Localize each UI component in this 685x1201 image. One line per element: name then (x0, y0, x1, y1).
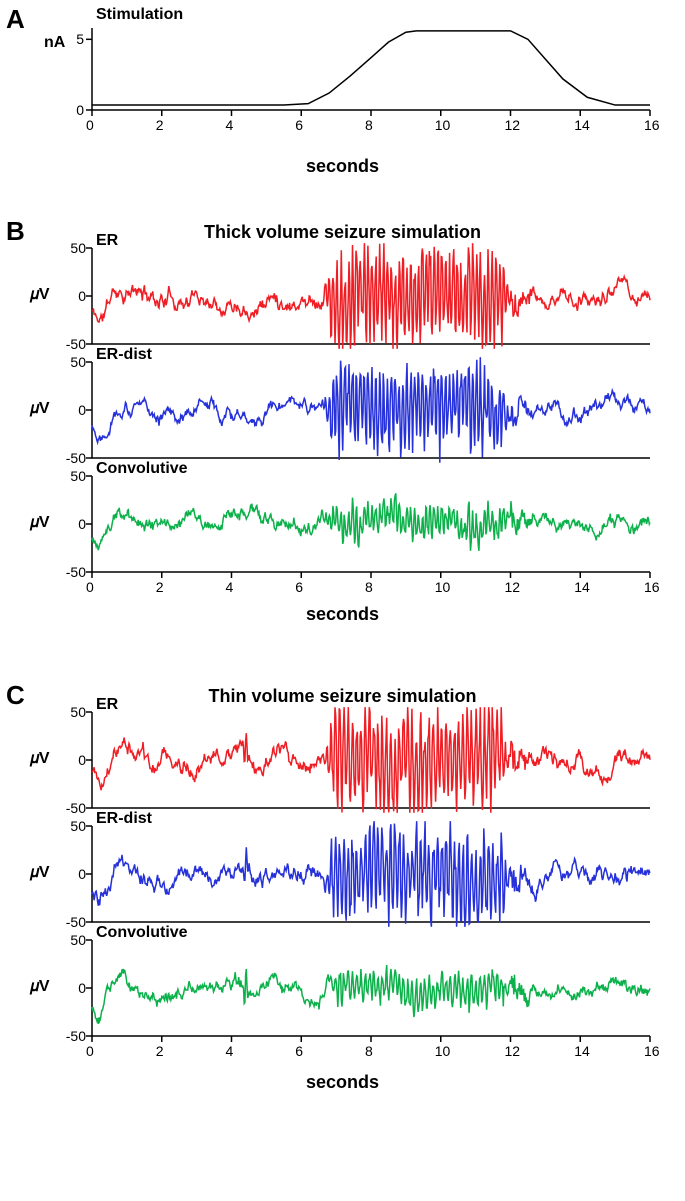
ytick-label: 50 (70, 241, 86, 255)
trace-label: ER-dist (96, 346, 152, 364)
panel-a-xtick: 2 (156, 118, 164, 132)
panel-a-xtick: 4 (226, 118, 234, 132)
multi-trace-plot (0, 0, 685, 1201)
xtick-label: 2 (156, 580, 164, 594)
panel-a-xtick: 14 (574, 118, 590, 132)
y-unit-label: 𝜇V (30, 514, 50, 532)
y-unit-label: 𝜇V (30, 286, 50, 304)
xtick-label: 10 (435, 1044, 451, 1058)
ytick-label: 50 (70, 705, 86, 719)
ytick-label: 0 (78, 403, 86, 417)
y-unit-label: 𝜇V (30, 978, 50, 996)
ytick-label: 0 (78, 981, 86, 995)
trace-label: ER (96, 696, 118, 714)
xtick-label: 8 (365, 1044, 373, 1058)
xtick-label: 2 (156, 1044, 164, 1058)
ytick-label: 0 (78, 753, 86, 767)
panel-c-xunit: seconds (0, 1072, 685, 1093)
trace-label: ER-dist (96, 810, 152, 828)
ytick-label: -50 (66, 337, 86, 351)
y-unit-label: 𝜇V (30, 864, 50, 882)
panel-a-xtick: 0 (86, 118, 94, 132)
xtick-label: 14 (574, 1044, 590, 1058)
xtick-label: 12 (505, 580, 521, 594)
panel-a-xtick: 16 (644, 118, 660, 132)
ytick-label: 0 (78, 867, 86, 881)
panel-a-xtick: 12 (505, 118, 521, 132)
ytick-label: 0 (78, 289, 86, 303)
ytick-label: -50 (66, 801, 86, 815)
xtick-label: 16 (644, 1044, 660, 1058)
panel-a-ytick: 0 (76, 103, 84, 117)
ytick-label: 50 (70, 819, 86, 833)
trace-label: Convolutive (96, 460, 188, 478)
xtick-label: 6 (295, 1044, 303, 1058)
xtick-label: 0 (86, 580, 94, 594)
panel-a-xtick: 10 (435, 118, 451, 132)
xtick-label: 10 (435, 580, 451, 594)
xtick-label: 6 (295, 580, 303, 594)
panel-a-ytick: 5 (76, 32, 84, 46)
ytick-label: -50 (66, 565, 86, 579)
ytick-label: -50 (66, 1029, 86, 1043)
xtick-label: 0 (86, 1044, 94, 1058)
xtick-label: 12 (505, 1044, 521, 1058)
ytick-label: 0 (78, 517, 86, 531)
trace-label: ER (96, 232, 118, 250)
xtick-label: 4 (226, 580, 234, 594)
ytick-label: -50 (66, 451, 86, 465)
y-unit-label: 𝜇V (30, 400, 50, 418)
ytick-label: 50 (70, 933, 86, 947)
xtick-label: 4 (226, 1044, 234, 1058)
ytick-label: 50 (70, 469, 86, 483)
ytick-label: -50 (66, 915, 86, 929)
y-unit-label: 𝜇V (30, 750, 50, 768)
xtick-label: 16 (644, 580, 660, 594)
xtick-label: 8 (365, 580, 373, 594)
panel-a-xtick: 8 (365, 118, 373, 132)
xtick-label: 14 (574, 580, 590, 594)
panel-a-xtick: 6 (295, 118, 303, 132)
ytick-label: 50 (70, 355, 86, 369)
trace-label: Convolutive (96, 924, 188, 942)
